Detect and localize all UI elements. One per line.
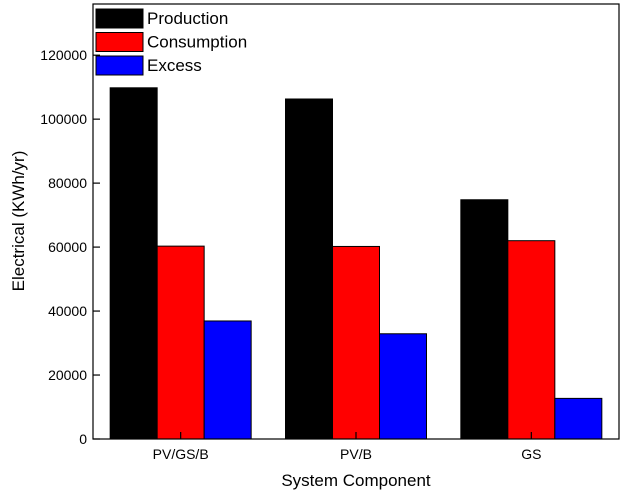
x-tick-label: PV/GS/B [153, 446, 209, 462]
bar-excess-gs [554, 397, 603, 440]
bar-consumption-gs [507, 240, 556, 440]
legend-label-excess: Excess [147, 56, 202, 75]
y-tick-label: 60000 [48, 239, 87, 255]
legend-swatch-excess [95, 55, 144, 76]
legend-label-consumption: Consumption [147, 33, 247, 52]
bar-consumption-pv-b [332, 245, 380, 440]
y-tick-label: 100000 [40, 111, 87, 127]
y-tick-label: 80000 [48, 175, 87, 191]
bars-group [109, 87, 603, 440]
bar-consumption-pv-gs-b [156, 245, 205, 440]
y-tick-label: 0 [79, 431, 87, 447]
y-tick-label: 40000 [48, 303, 87, 319]
y-axis: 0 20000 40000 60000 80000 100000 120000 [40, 47, 100, 447]
bar-production-gs [460, 199, 509, 440]
y-axis-title: Electrical (KWh/yr) [9, 151, 28, 292]
bar-excess-pv-gs-b [203, 320, 252, 440]
bar-excess-pv-b [379, 333, 427, 440]
legend: Production Consumption Excess [95, 8, 247, 76]
x-axis: PV/GS/B PV/B GS [153, 432, 541, 462]
x-tick-label: GS [521, 446, 541, 462]
x-axis-title: System Component [281, 471, 431, 490]
bar-production-pv-gs-b [109, 87, 158, 440]
y-tick-label: 120000 [40, 47, 87, 63]
x-tick-label: PV/B [340, 446, 372, 462]
legend-label-production: Production [147, 9, 228, 28]
y-tick-label: 20000 [48, 367, 87, 383]
legend-swatch-consumption [95, 32, 144, 52]
bar-production-pv-b [285, 98, 333, 440]
legend-swatch-production [95, 8, 144, 29]
